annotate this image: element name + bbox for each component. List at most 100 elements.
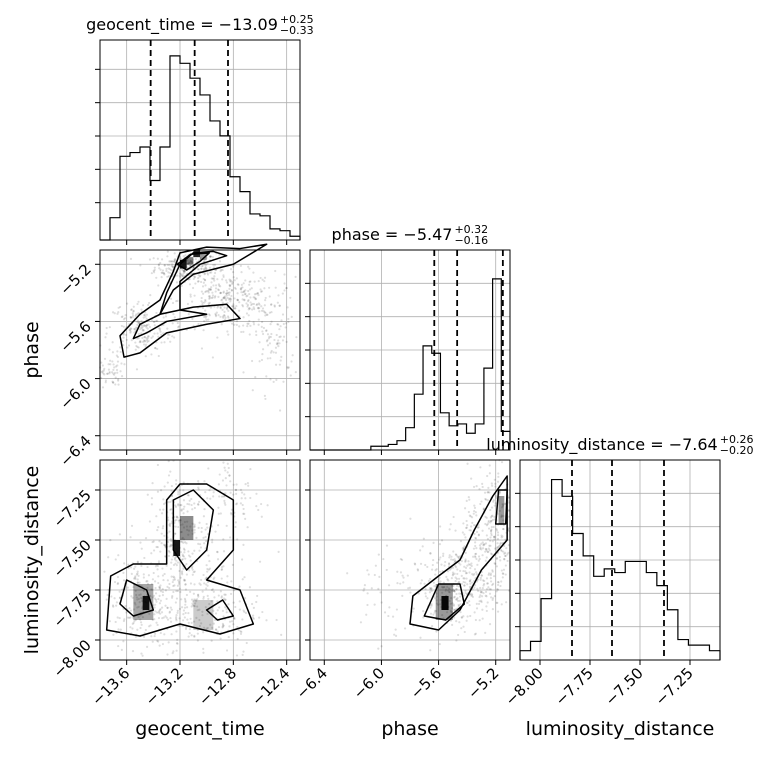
sample-point [241,653,244,657]
sample-point [507,496,510,499]
sample-point [163,534,166,537]
sample-point [242,371,245,374]
sample-point [100,371,103,374]
sample-point [167,554,171,558]
sample-point [118,533,121,536]
sample-point [179,590,182,594]
sample-point [192,600,195,603]
sample-point [230,280,233,283]
sample-point [157,616,161,620]
sample-point [470,562,473,565]
sample-point [475,571,478,574]
sample-point [116,360,120,363]
sample-point [217,295,220,298]
sample-point [143,556,146,560]
sample-point [500,548,503,552]
sample-point [164,544,167,547]
sample-point [157,335,160,338]
sample-point [456,568,459,571]
sample-point [440,585,444,588]
sample-point [188,628,191,631]
sample-point [153,632,157,635]
sample-point [111,341,114,344]
sample-point [142,573,145,576]
sample-point [208,560,211,563]
sample-point [224,503,227,506]
sample-point [216,630,219,633]
sample-point [470,581,474,584]
sample-point [206,612,209,615]
sample-point [231,322,234,325]
sample-point [197,280,200,283]
sample-point [451,590,454,593]
sample-point [273,338,276,342]
sample-point [227,603,230,606]
sample-point [263,304,266,307]
sample-point [507,551,510,554]
sample-point [489,552,493,555]
sample-point [472,485,476,489]
sample-point [258,616,261,619]
sample-point [485,548,488,551]
sample-point [150,353,153,356]
sample-point [180,571,184,574]
sample-point [435,568,438,571]
sample-point [439,598,442,602]
sample-point [451,602,454,605]
sample-point [218,606,221,609]
sample-point [171,265,175,269]
sample-point [203,259,206,262]
sample-point [489,516,492,519]
sample-point [489,588,493,591]
sample-point [110,371,114,374]
sample-point [255,303,258,307]
sample-point [189,295,192,298]
sample-point [162,332,165,335]
sample-point [140,308,143,311]
sample-point [496,546,499,549]
sample-point [177,579,180,582]
sample-point [366,592,369,595]
sample-point [251,302,254,306]
sample-point [227,333,230,336]
sample-point [219,291,222,294]
sample-point [225,292,228,295]
sample-point [157,284,160,287]
sample-point [453,608,456,612]
sample-point [170,508,173,511]
sample-point [363,587,366,590]
sample-point [247,298,250,302]
sample-point [218,284,221,287]
sample-point [121,315,124,318]
sample-point [417,592,420,595]
sample-point [142,343,146,346]
sample-point [145,645,149,648]
sample-point [455,588,458,591]
sample-point [243,610,246,613]
sample-point [209,255,212,258]
sample-point [174,616,178,619]
sample-point [221,268,224,272]
sample-point [234,488,238,492]
sample-point [452,596,456,599]
sample-point [162,316,165,319]
sample-point [192,604,196,607]
sample-point [504,554,507,558]
sample-point [239,488,243,491]
sample-point [144,315,147,318]
sample-point [485,516,488,520]
sample-point [497,581,500,584]
sample-point [495,527,498,531]
sample-point [469,563,472,566]
sample-point [257,508,260,512]
sample-point [140,652,143,655]
sample-point [252,614,255,617]
sample-point [228,285,232,288]
sample-point [195,616,198,619]
sample-point [108,372,111,375]
sample-point [114,558,117,561]
sample-point [166,481,169,484]
sample-point [237,628,240,632]
sample-point [478,619,481,622]
sample-point [204,491,207,494]
